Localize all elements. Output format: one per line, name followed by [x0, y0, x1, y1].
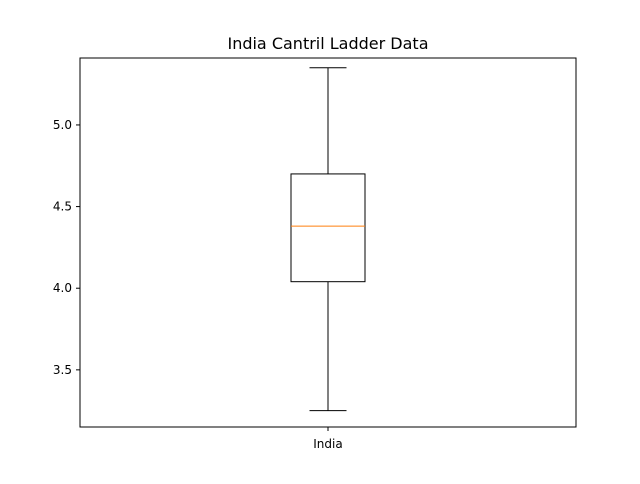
y-tick-label: 5.0	[53, 118, 72, 132]
plot-area-frame	[79, 57, 577, 428]
y-axis-ticks: 3.5 4.0 4.5 5.0	[53, 118, 80, 377]
y-tick-label: 3.5	[53, 363, 72, 377]
box-india	[290, 67, 366, 412]
y-tick-label: 4.0	[53, 281, 72, 295]
chart-title: India Cantril Ladder Data	[227, 34, 428, 53]
box-series	[290, 67, 366, 412]
x-axis-ticks: India	[313, 427, 343, 451]
interquartile-box	[290, 173, 366, 283]
x-tick-label: India	[313, 437, 342, 451]
y-tick-label: 4.5	[53, 200, 72, 214]
